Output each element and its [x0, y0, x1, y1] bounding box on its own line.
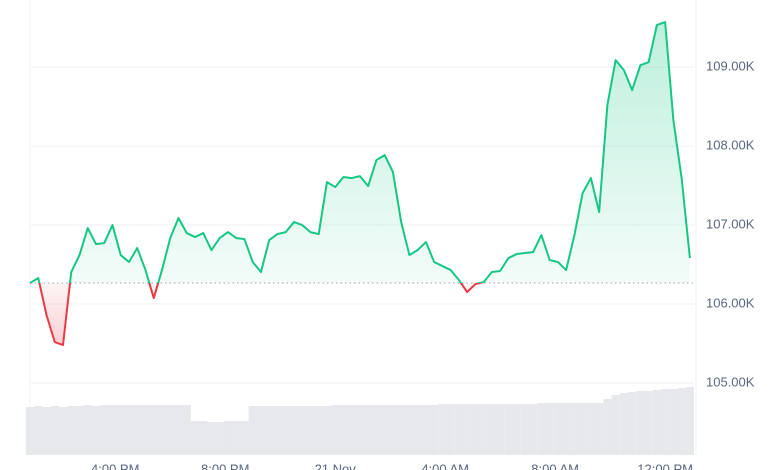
volume-bar: [190, 421, 200, 455]
volume-bar: [207, 422, 216, 455]
volume-bar: [421, 405, 431, 455]
volume-bar: [240, 421, 249, 455]
volume-bar: [397, 405, 406, 455]
volume-bar: [273, 406, 282, 455]
volume-bar: [603, 399, 612, 455]
volume-bar: [520, 404, 530, 455]
volume-bar: [355, 405, 365, 455]
volume-bar: [25, 407, 35, 455]
volume-bar: [331, 405, 340, 455]
volume-bar: [405, 405, 414, 455]
volume-bar: [661, 389, 670, 455]
volume-bar: [471, 404, 480, 455]
volume-bar: [133, 405, 142, 455]
volume-bar: [306, 406, 315, 455]
volume-bar: [628, 392, 637, 455]
volume-bar: [34, 406, 43, 455]
volume-bar: [512, 404, 521, 455]
volume-bar: [75, 406, 84, 455]
volume-bar: [438, 404, 447, 455]
volume-bar: [67, 406, 76, 455]
volume-bar: [83, 405, 92, 455]
x-tick-label: 21 Nov: [315, 461, 357, 470]
volume-bar: [529, 404, 538, 455]
volume-bar: [232, 421, 241, 455]
y-tick-label: 106.00K: [706, 295, 755, 310]
volume-bar: [174, 405, 183, 455]
volume-bar: [487, 404, 497, 455]
volume-bar: [298, 406, 307, 455]
volume-bar: [124, 405, 134, 455]
volume-bar: [562, 403, 571, 455]
y-tick-label: 108.00K: [706, 138, 755, 153]
volume-bar: [108, 405, 117, 455]
volume-bar: [322, 406, 332, 455]
volume-bar: [281, 406, 290, 455]
volume-bar: [265, 406, 274, 455]
volume-bar: [677, 388, 686, 455]
price-area: [30, 22, 690, 346]
volume-bar: [215, 422, 224, 455]
volume-bar: [199, 421, 208, 455]
volume-bar: [553, 403, 563, 455]
volume-bar: [479, 404, 488, 455]
y-tick-label: 107.00K: [706, 216, 755, 231]
volume-bar: [652, 390, 662, 455]
volume-bar: [578, 403, 587, 455]
plot: [29, 21, 694, 347]
volume-bar: [347, 405, 356, 455]
volume-bar: [157, 405, 167, 455]
volume-bar: [166, 405, 175, 455]
volume-bar: [685, 387, 694, 455]
volume-bar: [413, 405, 422, 455]
volume-bar: [570, 403, 579, 455]
volume-bar: [289, 406, 299, 455]
volume-bar: [586, 403, 596, 455]
volume-bar: [50, 406, 59, 455]
volume-bar: [537, 403, 546, 455]
x-tick-label: 4:00 AM: [421, 461, 469, 470]
volume-bar: [545, 403, 554, 455]
volume-bar: [149, 405, 158, 455]
volume-bar: [644, 391, 653, 455]
volume-bar: [380, 405, 389, 455]
volume-bar: [182, 405, 191, 455]
volume-bar: [463, 404, 472, 455]
volume-bar: [248, 406, 257, 455]
labels: 105.00K 106.00K 107.00K 108.00K 109.00K 4:00 …: [91, 59, 755, 470]
volume-bar: [388, 405, 398, 455]
price-line: [29, 21, 691, 347]
volume-bar: [364, 405, 373, 455]
volume-bar: [91, 406, 101, 455]
volume-bar: [595, 403, 604, 455]
volume-bar: [116, 405, 125, 455]
volume-bar: [58, 407, 68, 455]
volume-bar: [314, 406, 323, 455]
volume-bar: [430, 405, 439, 455]
volume-bar: [42, 407, 51, 455]
volume-bar: [446, 404, 455, 455]
y-tick-label: 109.00K: [706, 59, 755, 74]
x-tick-label: 8:00 PM: [201, 461, 249, 470]
volume-bar: [223, 421, 233, 455]
volume-bar: [256, 406, 266, 455]
volume-bar: [372, 405, 381, 455]
volume-bar: [141, 405, 150, 455]
volume-bar: [454, 404, 464, 455]
volume-bar: [636, 391, 645, 455]
volume-bar: [504, 404, 513, 455]
volume-bar: [339, 405, 348, 455]
volume-bar: [611, 395, 620, 455]
volume-bar: [669, 389, 678, 455]
volume: [25, 387, 694, 455]
volume-bar: [496, 404, 505, 455]
y-tick-label: 105.00K: [706, 374, 755, 389]
volume-bar: [619, 393, 629, 455]
x-tick-label: 8:00 AM: [531, 461, 579, 470]
x-tick-label: 12:00 PM: [637, 461, 693, 470]
x-tick-label: 4:00 PM: [91, 461, 139, 470]
volume-bar: [100, 405, 109, 455]
